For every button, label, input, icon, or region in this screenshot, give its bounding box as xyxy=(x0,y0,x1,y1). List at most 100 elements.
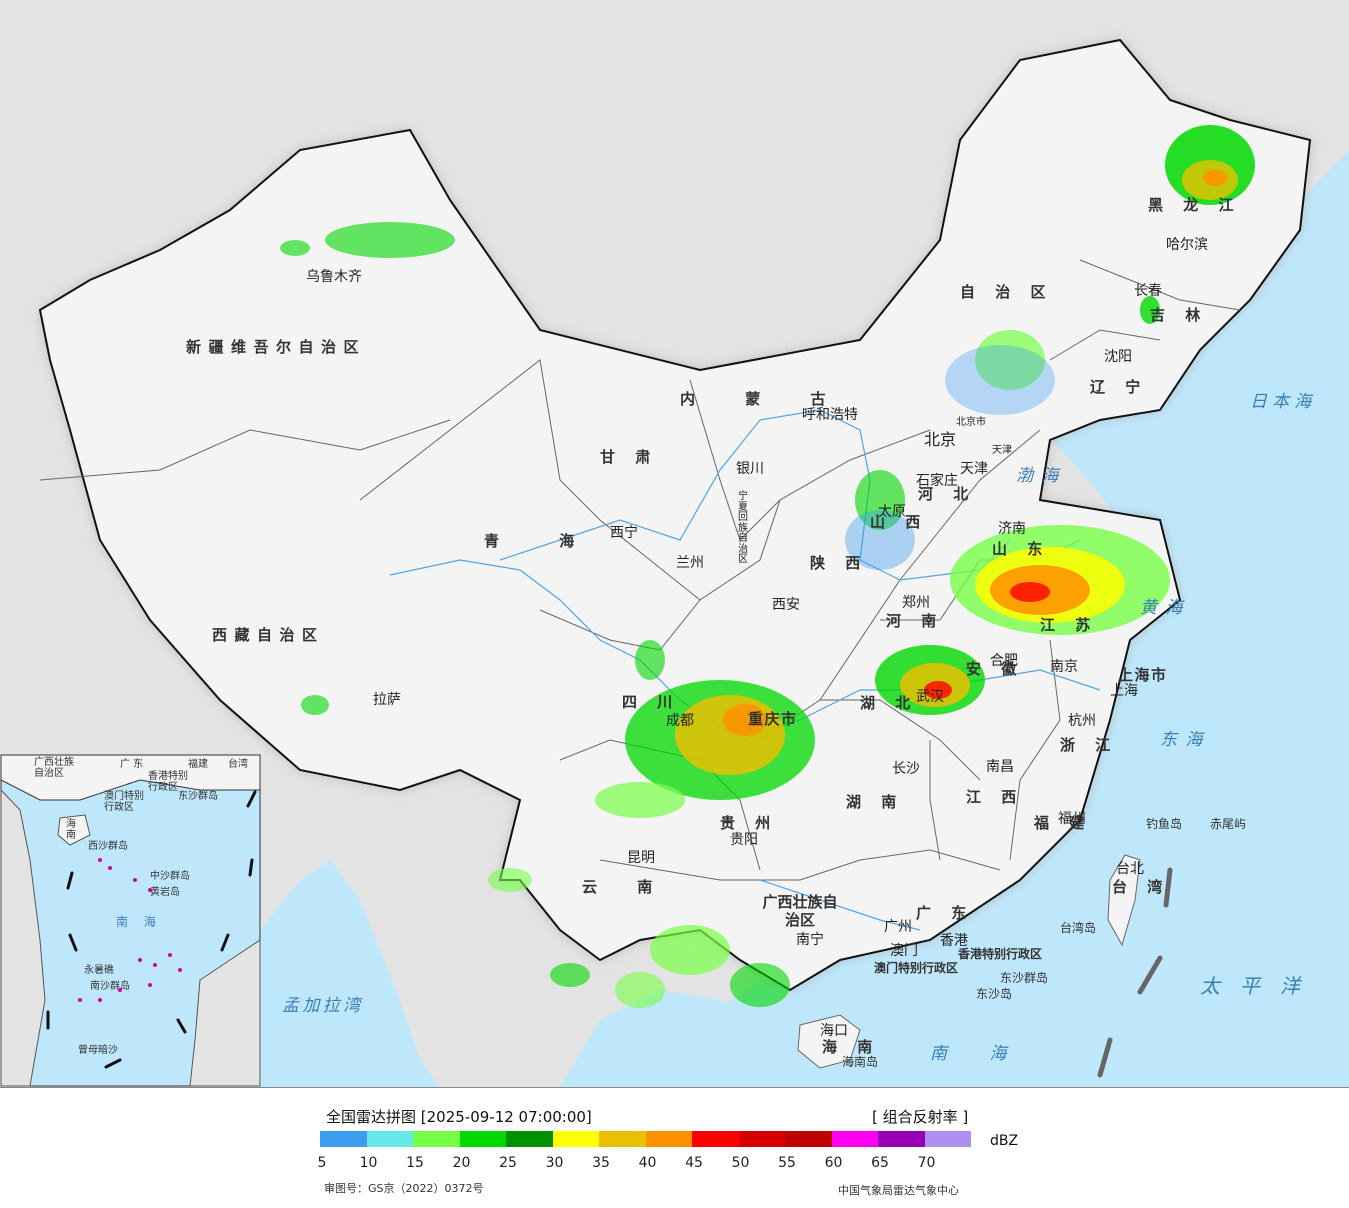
city-label-fuzhou: 福州 xyxy=(1058,811,1086,827)
sea-label-nanhai: 南海 xyxy=(930,1044,1049,1064)
legend-swatch xyxy=(785,1131,832,1147)
province-label-taiwan: 台 湾 xyxy=(1112,878,1170,896)
legend-tick-label: 30 xyxy=(545,1155,564,1171)
city-label-xining: 西宁 xyxy=(610,525,638,541)
province-label-tianjin: 天津 xyxy=(960,461,988,477)
province-label-guangdong: 广 东 xyxy=(916,904,974,922)
legend-swatch xyxy=(692,1131,739,1147)
island-label-dongsha: 东沙岛 xyxy=(976,987,1013,1001)
legend-title: 全国雷达拼图 [2025-09-12 07:00:00] xyxy=(326,1108,592,1126)
legend-tick-label: 15 xyxy=(406,1155,424,1171)
inset-label-taiwan: 台湾 xyxy=(228,759,248,770)
province-label-jilin: 吉 林 xyxy=(1150,306,1208,324)
city-label-macau: 澳门 xyxy=(890,943,918,959)
city-label-hohhot: 呼和浩特 xyxy=(802,407,858,423)
sea-label-ribenhai: 日本海 xyxy=(1250,392,1317,412)
nine-dash-line xyxy=(1097,867,1173,1078)
island-label-diaoyu: 钓鱼岛 xyxy=(1146,817,1183,831)
city-label-nanjing: 南京 xyxy=(1050,659,1078,675)
sea-label-mengjiala: 孟加拉湾 xyxy=(282,996,364,1016)
sea-bay-bengal xyxy=(260,860,440,1087)
city-label-xian: 西安 xyxy=(772,597,800,613)
province-label-jiangsu: 江 苏 xyxy=(1040,616,1098,634)
city-label-shijiazhuang: 石家庄 xyxy=(916,473,958,489)
island-label-dongsha-qd: 东沙群岛 xyxy=(1000,971,1049,985)
taiwan-island xyxy=(1107,854,1141,947)
inset-label-fujian: 福建 xyxy=(188,759,208,770)
city-label-beijingshi: 北京市 xyxy=(956,417,986,428)
province-label-hubei: 湖 北 xyxy=(860,694,918,712)
province-label-jiangxi: 江 西 xyxy=(966,788,1024,806)
city-label-hefei: 合肥 xyxy=(990,653,1018,669)
city-label-chengdu: 成都 xyxy=(666,713,694,729)
province-label-henan: 河 南 xyxy=(886,612,944,630)
province-label-shaanxi: 陕 西 xyxy=(810,554,868,572)
province-label-hebei: 河 北 xyxy=(918,485,976,503)
province-label-anhui: 安 徽 xyxy=(966,660,1024,678)
legend-tick-label: 10 xyxy=(359,1155,378,1171)
inset-label-guangdong: 广 东 xyxy=(120,759,144,770)
city-label-zhengzhou: 郑州 xyxy=(902,595,930,611)
province-label-shanghai: 上海市 xyxy=(1118,666,1168,684)
legend-swatch xyxy=(831,1131,878,1147)
city-label-shanghai: 上海 xyxy=(1110,683,1138,699)
legend-panel xyxy=(0,1088,1349,1208)
legend-swatch xyxy=(878,1131,925,1147)
inset-label-hainan: 海 南 xyxy=(66,819,76,841)
sea-east xyxy=(700,0,1349,1087)
city-label-haikou: 海口 xyxy=(820,1023,848,1039)
legend-swatch xyxy=(552,1131,599,1147)
city-label-jinan: 济南 xyxy=(998,521,1026,537)
province-label-chongqing: 重庆市 xyxy=(748,710,798,728)
legend-tick-label: 25 xyxy=(499,1155,517,1171)
city-label-hangzhou: 杭州 xyxy=(1068,713,1096,729)
province-label-zizhiqu: 自 治 区 xyxy=(960,283,1053,301)
province-label-guangxi: 广西壮族自治区 xyxy=(762,893,838,929)
city-label-shenyang: 沈阳 xyxy=(1104,349,1132,365)
legend-agency: 中国气象局雷达气象中心 xyxy=(838,1184,959,1197)
province-label-qinghai: 青 海 xyxy=(484,532,582,550)
province-label-shandong: 山 东 xyxy=(992,540,1050,558)
legend-swatch xyxy=(320,1131,367,1147)
city-label-kunming: 昆明 xyxy=(627,850,655,866)
south-china-sea-inset xyxy=(0,754,261,1087)
city-label-urumqi: 乌鲁木齐 xyxy=(306,269,362,285)
province-label-hongkong: 香港特别行政区 xyxy=(958,947,1043,961)
province-label-ningxia: 宁夏回族自治区 xyxy=(738,491,748,565)
legend-product: [ 组合反射率 ] xyxy=(872,1108,969,1126)
city-label-nanchang: 南昌 xyxy=(986,759,1014,775)
inset-label-hongkong: 香港特别 行政区 xyxy=(148,771,188,793)
radar-echoes xyxy=(280,125,1255,1008)
province-label-heilongjiang: 黑 龙 江 xyxy=(1148,196,1241,214)
city-label-taiyuan: 太原 xyxy=(878,504,906,520)
city-label-guangzhou: 广州 xyxy=(884,919,912,935)
legend-tick-label: 55 xyxy=(778,1155,796,1171)
china-land xyxy=(38,38,1312,992)
legend-tick-label: 70 xyxy=(917,1155,936,1171)
legend-tick-label: 35 xyxy=(592,1155,610,1171)
legend-tick-label: 20 xyxy=(452,1155,471,1171)
city-label-wuhan: 武汉 xyxy=(916,689,944,705)
city-label-lhasa: 拉萨 xyxy=(373,692,401,708)
inset-label-guangxi: 广西壮族 自治区 xyxy=(34,757,74,779)
sea-label-bohai: 渤海 xyxy=(1016,466,1067,486)
city-label-guiyang: 贵阳 xyxy=(730,832,758,848)
province-label-hunan: 湖 南 xyxy=(846,793,904,811)
inset-label-zhongsha: 中沙群岛 xyxy=(150,871,190,882)
legend-tick-label: 65 xyxy=(871,1155,889,1171)
legend-swatch xyxy=(413,1131,460,1147)
city-label-beijing: 北京 xyxy=(924,430,957,449)
legend-tick-label: 40 xyxy=(638,1155,657,1171)
sea-se-asia xyxy=(560,990,760,1087)
legend-swatch xyxy=(645,1131,692,1147)
legend-unit: dBZ xyxy=(990,1133,1019,1149)
city-label-harbin: 哈尔滨 xyxy=(1166,237,1208,253)
inset-label-dongsha: 东沙群岛 xyxy=(178,791,218,802)
province-label-sichuan: 四 川 xyxy=(622,693,680,711)
legend-swatch xyxy=(459,1131,506,1147)
legend-swatch xyxy=(599,1131,646,1147)
province-label-yunnan: 云 南 xyxy=(582,878,660,896)
province-label-xizang: 西藏自治区 xyxy=(212,626,325,644)
legend-approval: 审图号：GS京（2022）0372号 xyxy=(324,1182,484,1195)
province-label-zhejiang: 浙 江 xyxy=(1060,736,1118,754)
